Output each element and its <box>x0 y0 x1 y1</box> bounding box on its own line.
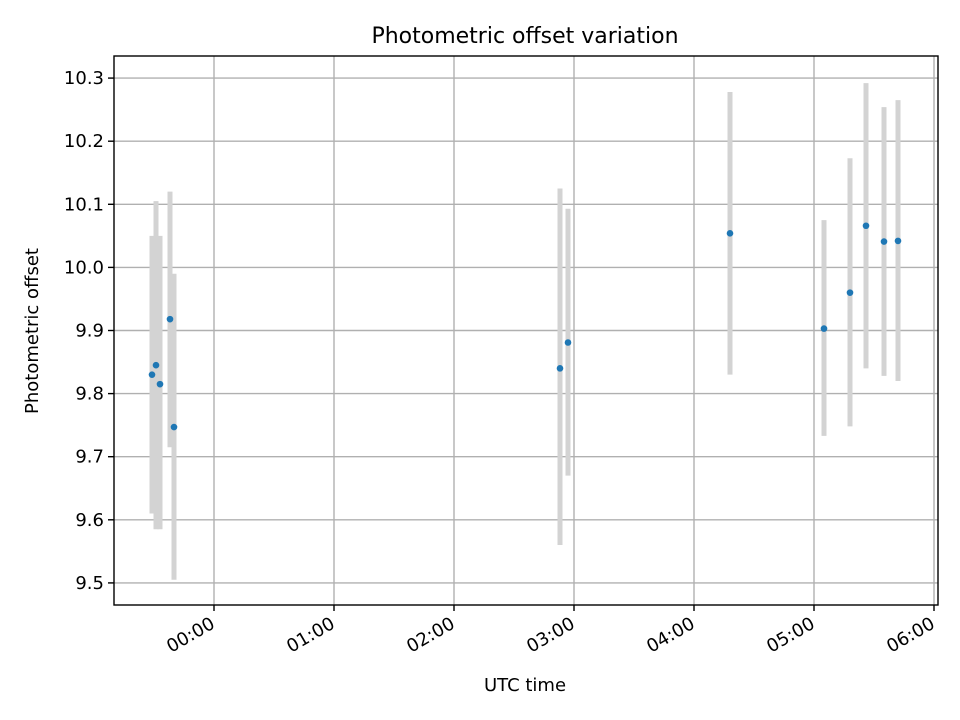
data-point <box>820 325 828 332</box>
y-tick-label: 10.0 <box>64 257 104 278</box>
y-tick-label: 9.8 <box>75 384 104 405</box>
chart-title: Photometric offset variation <box>371 24 678 49</box>
x-tick-label: 03:00 <box>523 613 578 657</box>
x-tick-label: 00:00 <box>163 613 218 657</box>
data-point <box>862 222 870 230</box>
data-point <box>726 230 734 237</box>
error-bars <box>149 83 901 580</box>
data-point <box>880 238 888 245</box>
data-point <box>166 315 174 323</box>
y-axis-label: Photometric offset <box>22 248 43 414</box>
data-point <box>152 361 160 369</box>
data-point <box>894 237 902 245</box>
y-tick-label: 10.3 <box>64 68 104 89</box>
x-tick-label: 02:00 <box>403 613 458 657</box>
y-axis-ticks: 9.5 9.6 9.7 9.8 9.9 10.0 10.1 10.2 10.3 <box>64 68 114 594</box>
grid-lines <box>114 56 938 605</box>
y-tick-label: 10.2 <box>64 131 104 152</box>
x-tick-label: 01:00 <box>283 613 338 657</box>
x-axis-label: UTC time <box>484 675 566 696</box>
y-tick-label: 9.6 <box>75 510 104 531</box>
y-tick-label: 9.9 <box>75 321 104 342</box>
data-point <box>556 365 564 372</box>
data-point <box>170 423 178 431</box>
data-point <box>156 380 164 388</box>
data-point <box>564 339 572 346</box>
data-point <box>148 371 156 378</box>
x-tick-label: 05:00 <box>763 613 818 657</box>
y-tick-label: 10.1 <box>64 194 104 215</box>
y-tick-label: 9.7 <box>75 447 104 468</box>
x-axis-ticks: 00:00 01:00 02:00 03:00 04:00 05:00 06:00 <box>163 605 939 657</box>
data-points <box>148 222 902 431</box>
data-point <box>846 289 854 296</box>
y-tick-label: 9.5 <box>75 573 104 594</box>
x-tick-label: 04:00 <box>643 613 698 657</box>
x-tick-label: 06:00 <box>883 613 938 657</box>
